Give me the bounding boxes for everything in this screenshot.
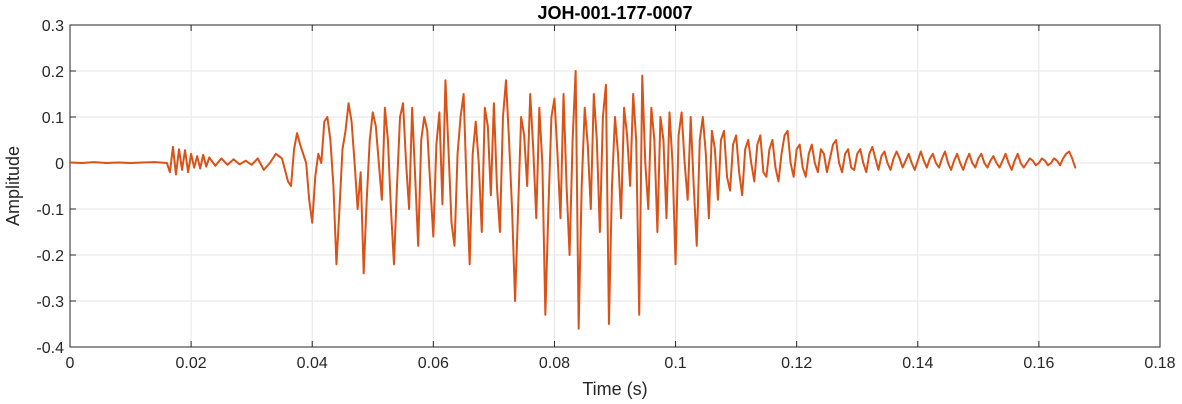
x-tick-label: 0.06 [418,355,449,372]
y-tick-label: 0.3 [42,18,64,35]
y-tick-label: -0.2 [36,248,64,265]
y-tick-label: -0.3 [36,294,64,311]
y-tick-label: 0.1 [42,110,64,127]
x-tick-label: 0.14 [902,355,933,372]
y-tick-label: 0 [55,156,64,173]
x-tick-label: 0 [66,355,75,372]
chart-title: JOH-001-177-0007 [537,3,692,23]
x-tick-label: 0.04 [297,355,328,372]
x-tick-label: 0.1 [664,355,686,372]
x-tick-label: 0.12 [781,355,812,372]
axis-ticks: 0 0.02 0.04 0.06 0.08 0.1 0.12 0.14 0.16 0.18 -0.4… [36,18,1175,372]
waveform-line [69,70,1077,330]
plot-area-border [69,24,1161,348]
y-axis-label: Amplitude [3,146,23,226]
x-tick-label: 0.02 [176,355,207,372]
x-tick-label: 0.16 [1023,355,1054,372]
x-tick-label: 0.08 [539,355,570,372]
x-axis-label: Time (s) [582,379,647,399]
y-tick-label: 0.2 [42,64,64,81]
x-tick-label: 0.18 [1144,355,1175,372]
series-layer [69,70,1077,330]
y-tick-label: -0.1 [36,202,64,219]
y-tick-label: -0.4 [36,340,64,357]
